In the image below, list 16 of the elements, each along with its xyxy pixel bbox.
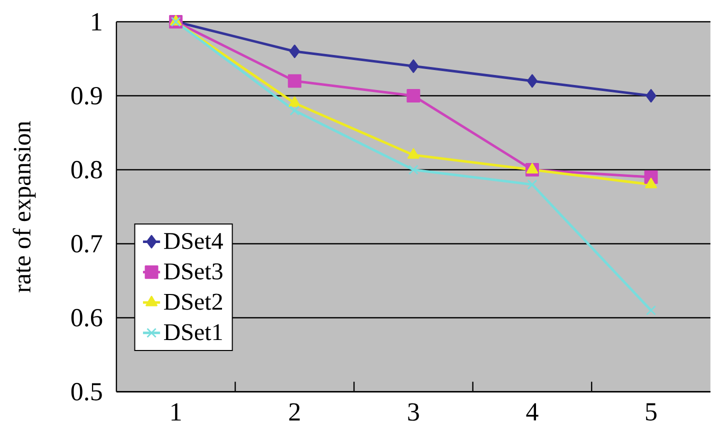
x-tick-label: 5 (646, 403, 657, 421)
legend-label: DSet1 (164, 324, 222, 340)
x-tick-label: 4 (526, 403, 538, 420)
y-axis-title: rate of expansion (12, 121, 36, 292)
x-tick-label: 3 (408, 403, 419, 421)
legend-label: DSet2 (164, 294, 222, 310)
legend-label: DSet3 (164, 263, 222, 280)
y-tick-label: 0.7 (71, 234, 102, 253)
y-tick-label: 0.9 (71, 86, 102, 105)
y-tick-label: 1 (92, 13, 102, 30)
y-tick-label: 0.8 (71, 160, 102, 179)
legend-label: DSet4 (164, 233, 223, 250)
y-tick-label: 0.6 (71, 308, 102, 327)
y-tick-label: 0.5 (71, 382, 102, 401)
x-tick-label: 1 (172, 403, 181, 420)
x-tick-label: 2 (289, 403, 300, 421)
